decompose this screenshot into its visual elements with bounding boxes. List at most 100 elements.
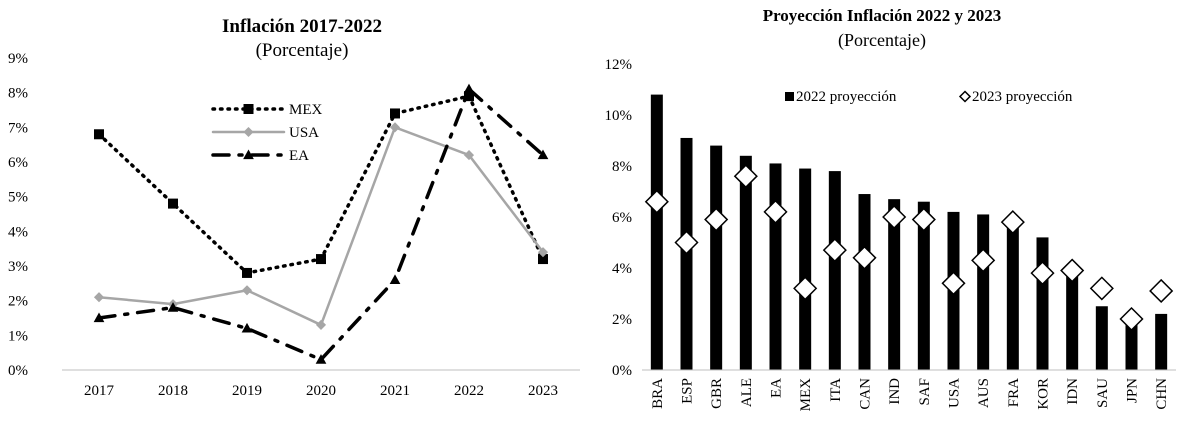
- chart-title: Proyección Inflación 2022 y 2023: [763, 6, 1002, 25]
- y-tick-label: 0%: [8, 363, 28, 379]
- legend-label-usa: USA: [289, 125, 319, 141]
- bar-2022-ea: [769, 163, 782, 370]
- x-tick-label: SAU: [1095, 378, 1111, 408]
- x-tick-label: AUS: [976, 378, 992, 408]
- data-point-ea: [167, 302, 179, 312]
- data-point-mex: [168, 198, 178, 209]
- x-tick-label: USA: [947, 378, 963, 408]
- bar-2022-fra: [1006, 222, 1019, 370]
- x-tick-label: 2019: [232, 383, 262, 399]
- x-tick-label: CHN: [1154, 378, 1170, 410]
- bar-2022-jpn: [1125, 324, 1138, 370]
- data-point-ea: [315, 354, 327, 364]
- chart-subtitle: (Porcentaje): [838, 30, 926, 51]
- bar-2022-kor: [1036, 237, 1049, 370]
- legend-label-2023: 2023 proyección: [972, 89, 1073, 105]
- y-tick-label: 8%: [612, 159, 632, 175]
- marker-2023-fra: [1000, 210, 1025, 235]
- marker-2023-ea: [763, 199, 788, 224]
- legend-marker-usa: [243, 126, 254, 138]
- marker-2023-idn: [1060, 258, 1085, 283]
- chart-title: Inflación 2017-2022: [222, 16, 382, 37]
- legend-label-ea: EA: [289, 148, 309, 164]
- y-tick-label: 9%: [8, 51, 28, 67]
- x-tick-label: MEX: [798, 378, 814, 412]
- y-tick-label: 4%: [612, 261, 632, 277]
- bar-2022-ind: [888, 199, 901, 370]
- legend-label-2022: 2022 proyección: [796, 89, 897, 105]
- y-tick-label: 0%: [612, 363, 632, 379]
- marker-2023-gbr: [704, 207, 729, 232]
- y-tick-label: 12%: [605, 57, 633, 73]
- x-tick-label: KOR: [1036, 378, 1052, 410]
- y-tick-label: 6%: [612, 210, 632, 226]
- legend-marker-2022: [785, 92, 794, 101]
- x-tick-label: IND: [887, 378, 903, 405]
- projection-bar-chart: Proyección Inflación 2022 y 2023 (Porcent…: [592, 0, 1178, 421]
- y-tick-label: 10%: [605, 108, 633, 124]
- x-tick-label: IDN: [1065, 378, 1081, 405]
- x-tick-label: 2017: [84, 383, 115, 399]
- x-tick-label: FRA: [1006, 378, 1022, 407]
- data-point-usa: [241, 285, 253, 296]
- x-tick-label: 2020: [306, 383, 336, 399]
- x-tick-label: ITA: [828, 378, 844, 402]
- chart-subtitle: (Porcentaje): [256, 40, 349, 61]
- x-tick-label: BRA: [650, 378, 666, 409]
- y-tick-label: 3%: [8, 259, 28, 275]
- data-point-usa: [463, 150, 475, 161]
- legend-marker-ea: [243, 149, 254, 160]
- marker-2023-jpn: [1119, 306, 1144, 332]
- x-tick-label: 2022: [454, 383, 484, 399]
- bar-2022-idn: [1066, 268, 1079, 370]
- marker-2023-can: [852, 245, 877, 270]
- legend-marker-mex: [243, 104, 254, 114]
- data-point-usa: [315, 319, 327, 330]
- marker-2023-saf: [911, 207, 936, 232]
- x-tick-label: ALE: [739, 378, 755, 407]
- x-tick-label: EA: [769, 378, 785, 398]
- data-point-usa: [389, 122, 401, 133]
- marker-2023-esp: [674, 230, 699, 255]
- series-line-ea: [97, 87, 545, 362]
- data-point-mex: [242, 267, 252, 278]
- marker-2023-ita: [822, 238, 847, 263]
- x-tick-label: 2018: [158, 383, 188, 399]
- marker-2023-sau: [1089, 276, 1114, 301]
- x-tick-label: SAF: [917, 378, 933, 406]
- bar-2022-aus: [977, 214, 990, 370]
- data-point-ea: [463, 83, 475, 94]
- marker-2023-ale: [733, 164, 758, 189]
- bar-2022-saf: [917, 201, 930, 370]
- y-tick-label: 4%: [8, 224, 28, 240]
- data-point-usa: [537, 247, 549, 258]
- x-tick-label: JPN: [1125, 378, 1141, 403]
- series-line-usa: [97, 126, 545, 327]
- y-tick-label: 8%: [8, 86, 28, 102]
- x-tick-label: GBR: [709, 378, 725, 409]
- marker-2023-usa: [941, 271, 966, 296]
- data-point-mex: [390, 108, 400, 119]
- inflation-line-chart-svg: Inflación 2017-2022 (Porcentaje) 0% 1% 2% 3% 4…: [8, 16, 580, 399]
- data-point-mex: [94, 129, 104, 140]
- x-tick-label: 2023: [528, 383, 558, 399]
- data-point-usa: [93, 292, 105, 303]
- marker-2023-chn: [1149, 278, 1174, 304]
- bar-2022-sau: [1095, 306, 1108, 370]
- bar-2022-ale: [739, 155, 752, 370]
- data-point-ea: [537, 149, 549, 160]
- data-point-ea: [241, 322, 253, 333]
- data-point-ea: [389, 274, 401, 284]
- data-point-ea: [93, 312, 105, 323]
- bar-2022-chn: [1155, 313, 1168, 370]
- legend-label-mex: MEX: [289, 102, 323, 118]
- y-tick-label: 7%: [8, 120, 28, 136]
- marker-2023-kor: [1030, 261, 1055, 286]
- bar-2022-gbr: [710, 145, 723, 370]
- marker-2023-ind: [882, 204, 907, 230]
- marker-2023-aus: [971, 248, 996, 273]
- bar-2022-ita: [828, 171, 841, 370]
- bar-2022-mex: [799, 168, 812, 370]
- projection-bar-chart-svg: Proyección Inflación 2022 y 2023 (Porcent…: [605, 6, 1176, 412]
- y-tick-label: 1%: [8, 328, 28, 344]
